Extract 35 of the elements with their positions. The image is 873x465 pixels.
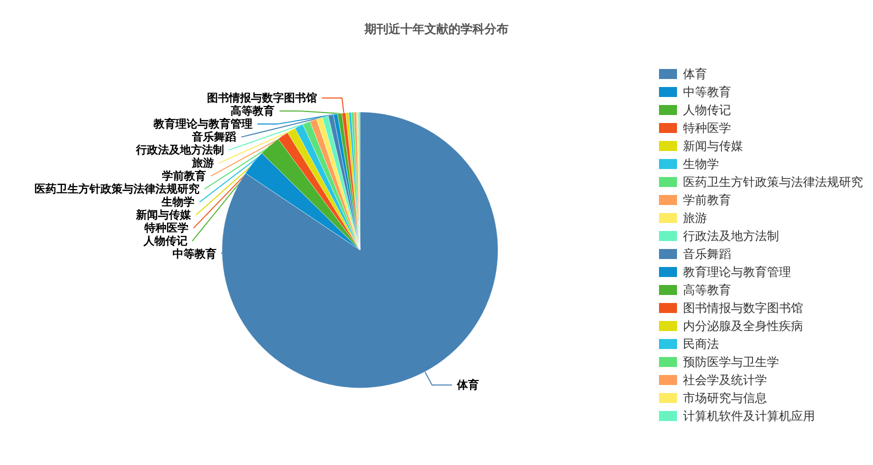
legend-label: 中等教育 <box>683 85 731 99</box>
legend-label: 计算机软件及计算机应用 <box>683 409 815 423</box>
slice-label: 中等教育 <box>172 248 216 261</box>
chart-title: 期刊近十年文献的学科分布 <box>364 22 508 36</box>
legend-label: 音乐舞蹈 <box>683 247 731 261</box>
slice-label: 生物学 <box>160 196 195 209</box>
slice-label: 教育理论与教育管理 <box>152 118 252 131</box>
slice-label: 人物传记 <box>142 234 188 248</box>
legend-label: 医药卫生方针政策与法律法规研究 <box>683 175 863 189</box>
legend-label: 教育理论与教育管理 <box>683 265 791 279</box>
legend-label: 行政法及地方法制 <box>683 229 779 243</box>
legend-label: 图书情报与数字图书馆 <box>683 301 803 315</box>
slice-label: 特种医学 <box>144 222 189 235</box>
legend-label: 新闻与传媒 <box>683 139 743 153</box>
slice-label: 体育 <box>456 378 480 392</box>
legend-label: 人物传记 <box>683 103 731 117</box>
slice-label: 旅游 <box>190 156 214 170</box>
legend-label: 民商法 <box>683 337 719 351</box>
legend-label: 市场研究与信息 <box>683 391 767 405</box>
legend-label: 旅游 <box>683 211 707 225</box>
legend-label: 体育 <box>683 67 707 81</box>
slice-label: 医药卫生方针政策与法律法规研究 <box>34 182 200 196</box>
legend-label: 学前教育 <box>683 193 731 207</box>
slice-label: 高等教育 <box>230 104 275 118</box>
slice-label: 音乐舞蹈 <box>191 130 236 144</box>
slice-label: 学前教育 <box>162 170 206 183</box>
legend-label: 特种医学 <box>683 121 731 135</box>
slice-label: 新闻与传媒 <box>135 208 192 222</box>
legend-label: 社会学及统计学 <box>683 373 767 387</box>
slice-label: 图书情报与数字图书馆 <box>207 92 318 105</box>
slice-label: 行政法及地方法制 <box>134 144 224 157</box>
legend-label: 内分泌腺及全身性疾病 <box>683 319 803 333</box>
legend-label: 高等教育 <box>683 283 731 297</box>
legend-label: 预防医学与卫生学 <box>683 355 779 369</box>
legend-label: 生物学 <box>683 157 719 171</box>
